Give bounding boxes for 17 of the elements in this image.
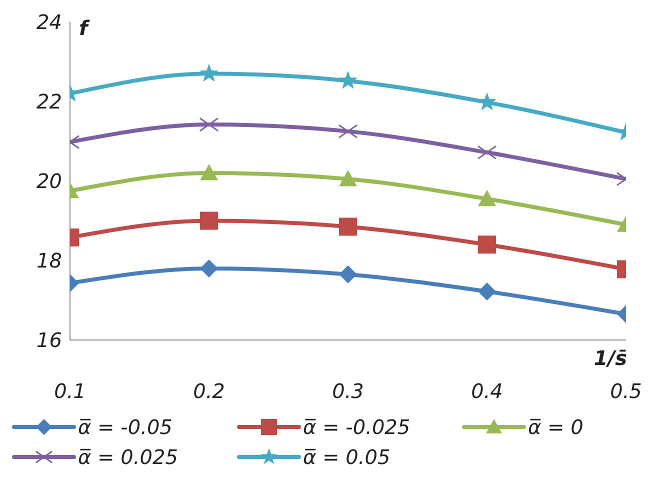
y-axis-title: f — [79, 16, 90, 40]
y-tick-label: 18 — [36, 248, 62, 273]
x-tick-label: 0.3 — [332, 379, 364, 404]
x-tick-label: 0.5 — [610, 379, 642, 404]
y-tick-label: 20 — [36, 169, 62, 194]
y-tick-label: 22 — [36, 90, 62, 114]
x-tick-label: 0.1 — [54, 379, 86, 404]
x-tick-label: 0.2 — [193, 379, 225, 404]
legend-label: α̅ = -0.025 — [303, 415, 410, 439]
legend-label: α̅ = -0.05 — [78, 415, 172, 439]
legend-label: α̅ = 0 — [528, 415, 584, 439]
x-axis-title: 1/s̄ — [594, 346, 628, 370]
x-tick-label: 0.4 — [471, 379, 503, 404]
y-tick-label: 16 — [36, 328, 62, 352]
legend-label: α̅ = 0.05 — [303, 445, 390, 469]
y-tick-label: 24 — [36, 10, 62, 34]
legend-label: α̅ = 0.025 — [78, 445, 178, 469]
